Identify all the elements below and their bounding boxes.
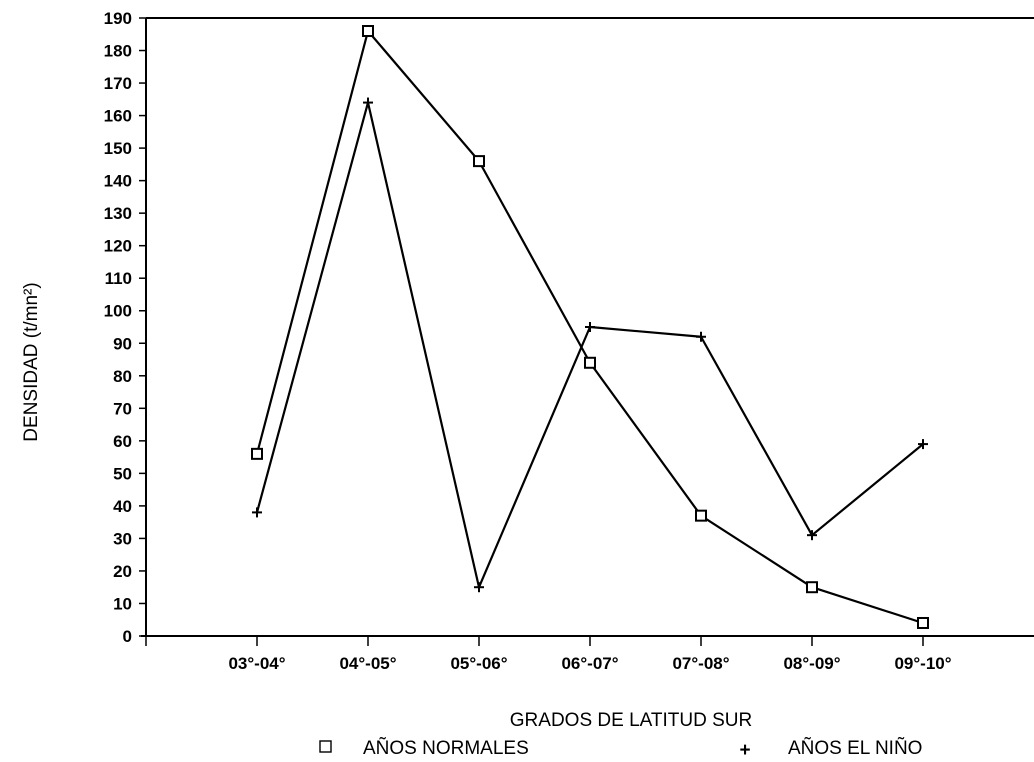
- y-tick-label-130: 130: [104, 204, 132, 223]
- y-tick-label-70: 70: [113, 399, 132, 418]
- y-tick-label-80: 80: [113, 367, 132, 386]
- point-anos-normales-06-07: [584, 356, 596, 369]
- y-tick-label-190: 190: [104, 9, 132, 28]
- y-axis-ticks: 0 10 20 30 40 50 60 70 80 90 100 110 120 130 140 150 160…: [104, 9, 146, 646]
- point-anos-el-nino-08-09: [807, 530, 817, 541]
- y-tick-label-20: 20: [113, 562, 132, 581]
- point-anos-el-nino-05-06: [474, 582, 484, 593]
- y-tick-label-150: 150: [104, 139, 132, 158]
- x-tick-label-06-07: 06°-07°: [561, 654, 618, 673]
- legend-label-anos-normales: AÑOS NORMALES: [363, 737, 529, 759]
- x-tick-label-07-08: 07°-08°: [672, 654, 729, 673]
- legend-marker-anos-el-nino: +: [739, 740, 750, 761]
- point-anos-el-nino-06-07: [585, 322, 595, 332]
- legend-marker-anos-normales: [319, 740, 332, 753]
- point-anos-el-nino-03-04: [252, 507, 262, 518]
- point-anos-normales-07-08: [695, 509, 707, 522]
- x-tick-label-08-09: 08°-09°: [783, 654, 840, 673]
- y-tick-label-60: 60: [113, 432, 132, 451]
- y-tick-label-120: 120: [104, 237, 132, 256]
- point-anos-normales-08-09: [806, 581, 818, 594]
- legend-label-anos-el-nino: AÑOS EL NIÑO: [788, 737, 922, 759]
- y-tick-label-50: 50: [113, 464, 132, 483]
- x-axis-ticks: 03°-04° 04°-05° 05°-06° 06°-07° 07°-08° 08°-0…: [145, 636, 952, 673]
- x-tick-label-09-10: 09°-10°: [894, 654, 951, 673]
- y-tick-label-170: 170: [104, 74, 132, 93]
- point-anos-normales-04-05: [362, 25, 374, 38]
- point-anos-normales-09-10: [917, 616, 929, 629]
- series-anos-normales: [251, 25, 929, 629]
- x-tick-label-04-05: 04°-05°: [339, 654, 396, 673]
- x-axis-title: GRADOS DE LATITUD SUR: [510, 710, 752, 731]
- point-anos-el-nino-07-08: [696, 331, 706, 342]
- y-tick-label-0: 0: [123, 627, 132, 646]
- series-layer: [251, 25, 929, 629]
- y-tick-label-90: 90: [113, 334, 132, 353]
- y-tick-label-140: 140: [104, 172, 132, 191]
- legend: AÑOS NORMALES + AÑOS EL NIÑO: [319, 737, 922, 761]
- point-anos-el-nino-04-05: [363, 97, 373, 108]
- x-tick-label-03-04: 03°-04°: [228, 654, 285, 673]
- x-tick-label-05-06: 05°-06°: [450, 654, 507, 673]
- point-anos-el-nino-09-10: [918, 439, 928, 450]
- y-axis-title: DENSIDAD (t/mn²): [21, 282, 42, 441]
- axes: [141, 17, 1034, 637]
- y-tick-label-110: 110: [105, 269, 132, 288]
- series-anos-el-nino: [252, 97, 928, 593]
- series-line-anos-el-nino: [255, 101, 924, 589]
- point-anos-normales-03-04: [251, 447, 263, 460]
- y-tick-label-100: 100: [104, 302, 132, 321]
- y-tick-label-40: 40: [113, 497, 132, 516]
- point-anos-normales-05-06: [473, 155, 485, 168]
- y-tick-label-160: 160: [104, 107, 132, 126]
- y-tick-label-30: 30: [113, 529, 132, 548]
- y-tick-label-10: 10: [113, 594, 132, 613]
- y-tick-label-180: 180: [104, 42, 132, 61]
